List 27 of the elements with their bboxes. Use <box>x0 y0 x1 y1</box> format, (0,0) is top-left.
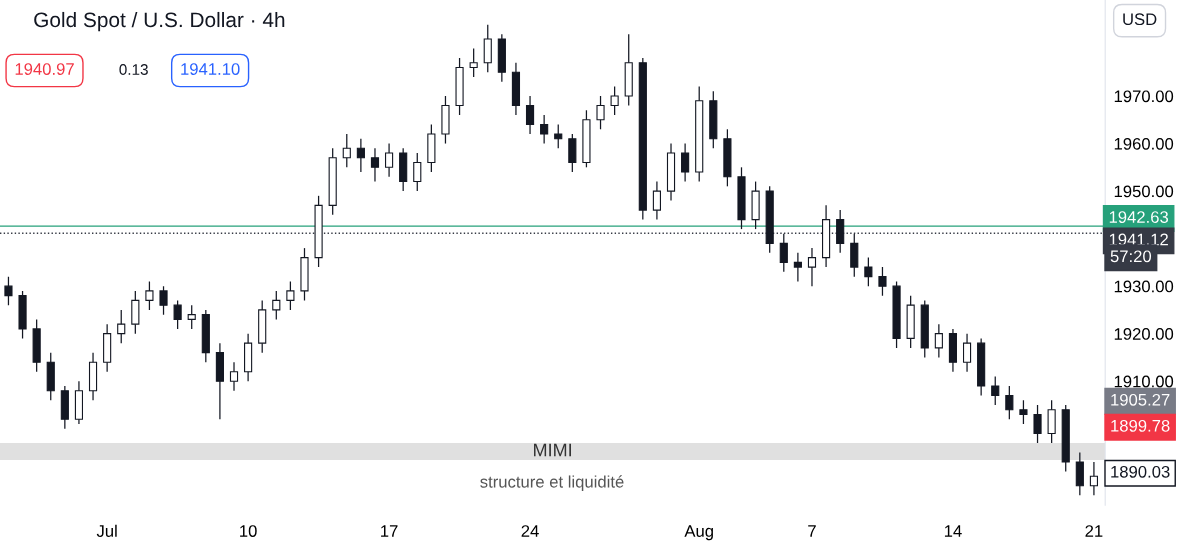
x-tick-label: 14 <box>944 525 962 537</box>
x-tick-label: 17 <box>381 525 398 537</box>
y-tick-label: 1920.00 <box>1114 328 1174 340</box>
band-label: MIMI <box>534 443 571 457</box>
x-tick-label: Jul <box>96 524 117 537</box>
annotation: 1940.97 <box>15 63 74 75</box>
y-tick-label: 1930.00 <box>1114 280 1174 293</box>
x-tick-label: 24 <box>521 525 539 537</box>
annotation: structure et liquidité <box>480 475 624 491</box>
x-tick-label: Aug <box>684 525 713 541</box>
x-tick-label: 7 <box>808 525 816 537</box>
ref-line-label: 1942.63 <box>1109 211 1169 223</box>
y-tick-label: 1910.00 <box>1114 375 1174 388</box>
y-tick-label: 1960.00 <box>1114 137 1174 150</box>
annotation: 1941.10 <box>181 63 240 75</box>
text: 57:20 <box>1110 250 1152 263</box>
y-tick-label: 1950.00 <box>1114 185 1174 198</box>
annotation: 0.13 <box>119 64 148 75</box>
text: USD <box>1123 13 1157 26</box>
text: 1899.78 <box>1111 419 1170 432</box>
x-tick-label: 21 <box>1085 525 1103 537</box>
x-tick-label: 10 <box>240 525 257 537</box>
text: 1905.27 <box>1111 393 1170 406</box>
y-tick-label: 1970.00 <box>1114 90 1174 103</box>
ref-line-label: 1941.12 <box>1109 233 1168 246</box>
text: 1890.03 <box>1111 465 1170 478</box>
text: Gold Spot / U.S. Dollar · 4h <box>34 11 285 32</box>
